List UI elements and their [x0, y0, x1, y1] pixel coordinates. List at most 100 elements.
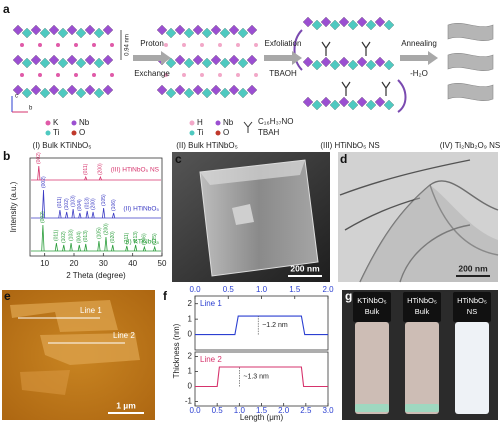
octahedron: [311, 59, 323, 71]
panel-label: g: [345, 289, 352, 303]
cation: [164, 43, 168, 47]
vial-label: Bulk: [365, 307, 380, 316]
octahedron: [302, 16, 314, 28]
step-height-label: ~1.3 nm: [243, 374, 269, 381]
legend-swatch: [71, 120, 77, 126]
step-height-label: ~1.2 nm: [262, 322, 288, 329]
vial-label: KTiNbO₅: [357, 296, 386, 305]
cation: [182, 43, 186, 47]
octahedron: [356, 16, 368, 28]
octahedron: [48, 84, 60, 96]
y-tick-label: -1: [185, 397, 193, 406]
x-tick-label: 10: [40, 259, 49, 268]
peak-label: (200): [90, 198, 96, 210]
octahedron: [237, 87, 249, 99]
tem-wrinkle: [339, 159, 471, 196]
octahedron: [93, 57, 105, 69]
sem-facet: [200, 160, 305, 185]
octahedron: [183, 87, 195, 99]
y-axis-label: Thickness (nm): [172, 323, 181, 378]
panel-label: f: [163, 289, 168, 303]
vial-sediment: [405, 404, 439, 412]
vial-body: [405, 322, 439, 414]
axis-label: c: [15, 94, 18, 100]
peak-label: (002): [41, 176, 47, 188]
cation: [74, 43, 78, 47]
octahedron: [365, 99, 377, 111]
tem-image: [338, 152, 498, 282]
cation: [200, 43, 204, 47]
xrd-peak: [102, 207, 106, 219]
octahedron: [347, 99, 359, 111]
xrd-peak: [125, 245, 129, 252]
legend-label: Ti: [53, 128, 60, 137]
xrd-peak: [84, 175, 88, 181]
scale-bar-label: 200 nm: [290, 263, 320, 273]
scale-bar-label: 1 µm: [116, 400, 136, 410]
octahedron: [21, 57, 33, 69]
x-tick-label: 0.5: [212, 406, 224, 415]
octahedron: [237, 57, 249, 69]
octahedron: [365, 19, 377, 31]
octahedron: [311, 99, 323, 111]
octahedron: [30, 84, 42, 96]
nanosheet: [447, 23, 494, 41]
octahedron: [374, 56, 386, 68]
octahedron: [39, 87, 51, 99]
xrd-peak: [71, 208, 75, 219]
vial-sediment: [355, 404, 389, 412]
xrd-peak: [98, 175, 102, 181]
octahedron: [165, 57, 177, 69]
octahedron: [93, 87, 105, 99]
legend-label: O: [79, 128, 85, 137]
cation: [182, 73, 186, 77]
octahedron: [320, 56, 332, 68]
octahedron: [338, 96, 350, 108]
stage-caption: (III) HTiNbO₅ NS: [320, 141, 379, 150]
x-tick-label: 0.5: [223, 285, 235, 294]
octahedron: [75, 27, 87, 39]
octahedron: [12, 84, 24, 96]
xrd-peak: [41, 189, 46, 219]
cation: [218, 73, 222, 77]
octahedron: [210, 54, 222, 66]
vial-cap: [403, 292, 441, 322]
octahedron: [183, 27, 195, 39]
tbah-molecule: [321, 41, 331, 56]
cation: [92, 43, 96, 47]
octahedron: [320, 16, 332, 28]
x-tick-label: 2.5: [300, 406, 312, 415]
peak-label: (020): [110, 231, 116, 243]
octahedron: [57, 57, 69, 69]
y-tick-label: 1: [188, 367, 193, 376]
octahedron: [57, 87, 69, 99]
peak-label: (211): [124, 232, 130, 244]
curl-arrow: [397, 79, 407, 113]
tem-sheet: [360, 185, 498, 282]
xrd-peak: [134, 244, 138, 252]
peak-label: (011): [57, 196, 63, 208]
axis-label: b: [29, 106, 33, 112]
stage-caption: (IV) Ti₂Nb₂O₉ NS: [440, 141, 500, 150]
xrd-peak: [84, 243, 88, 252]
panel-label: a: [3, 2, 10, 16]
cation: [74, 73, 78, 77]
legend-swatch: [215, 120, 221, 126]
x-axis-label: 2 Theta (degree): [66, 271, 126, 280]
vial-body: [355, 322, 389, 414]
cation: [254, 43, 258, 47]
octahedron: [165, 27, 177, 39]
process-arrow: [133, 51, 171, 65]
octahedron: [192, 54, 204, 66]
peak-label: (125): [152, 233, 158, 245]
vial-cap: [453, 292, 491, 322]
octahedron: [84, 24, 96, 36]
legend-swatch: [189, 130, 195, 136]
octahedron: [219, 87, 231, 99]
vial-label: HTiNbO₅: [407, 296, 437, 305]
octahedron: [183, 57, 195, 69]
molecule-name: TBAH: [258, 128, 280, 137]
octahedron: [329, 19, 341, 31]
octahedron: [192, 24, 204, 36]
cation: [56, 73, 60, 77]
